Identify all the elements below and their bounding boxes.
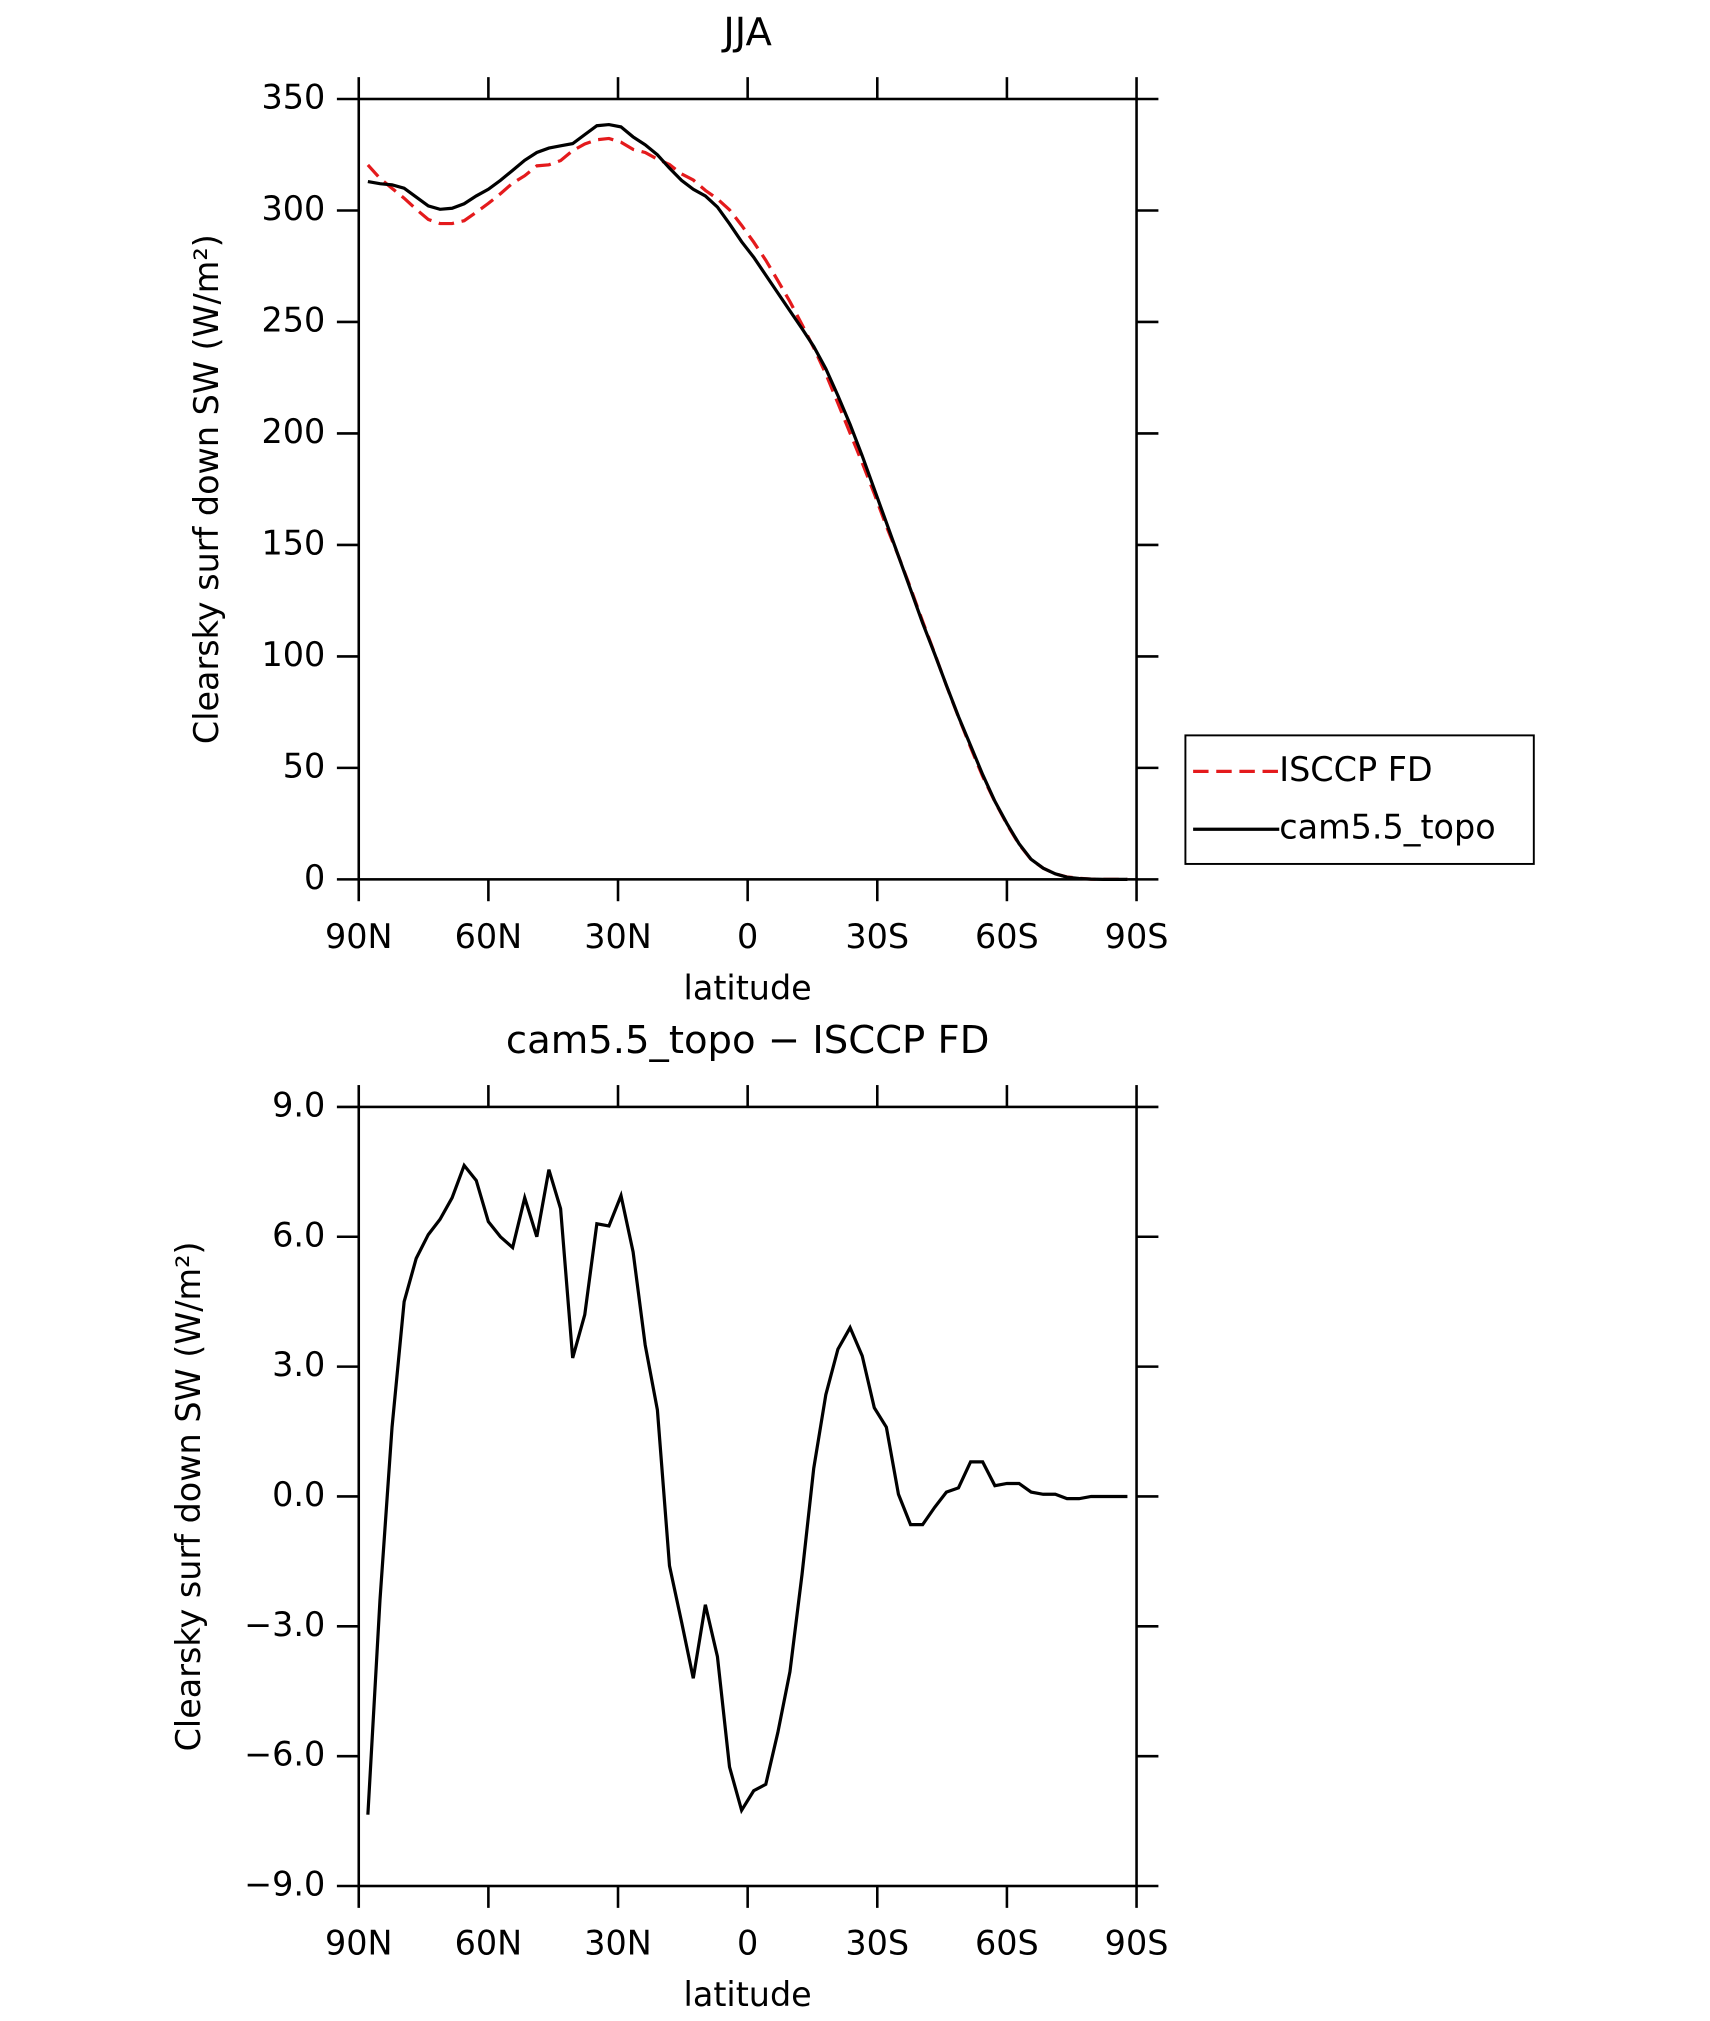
x-tick-label: 30S (845, 1924, 909, 1963)
legend-label: cam5.5_topo (1279, 808, 1495, 847)
y-tick-label: 200 (262, 412, 326, 451)
y-tick-label: 300 (262, 189, 326, 228)
x-tick-label: 90N (325, 1924, 393, 1963)
y-tick-label: 100 (262, 635, 326, 674)
data-line (366, 1162, 1128, 1815)
x-tick-label: 0 (737, 1924, 758, 1963)
x-axis-label: latitude (684, 968, 812, 1007)
y-tick-label: −6.0 (244, 1735, 325, 1774)
plot-frame (357, 97, 1138, 881)
x-tick-label: 90N (325, 917, 393, 956)
y-tick-label: 250 (262, 300, 326, 339)
legend-label: ISCCP FD (1279, 750, 1432, 789)
x-tick-label: 30S (845, 917, 909, 956)
y-tick-label: 9.0 (272, 1085, 325, 1124)
legend-box (1184, 734, 1535, 865)
x-tick-label: 0 (737, 917, 758, 956)
plot-frame (357, 1105, 1138, 1888)
chart-title: cam5.5_topo − ISCCP FD (506, 1018, 990, 1063)
x-tick-label: 60N (455, 1924, 523, 1963)
y-tick-label: 350 (262, 77, 326, 116)
x-tick-label: 90S (1105, 917, 1169, 956)
y-axis-label: Clearsky surf down SW (W/m²) (169, 1242, 208, 1752)
y-tick-label: −3.0 (244, 1605, 325, 1644)
legend: ISCCP FD cam5.5_topo (1184, 734, 1535, 865)
y-tick-label: 0 (304, 858, 325, 897)
y-tick-label: 0.0 (272, 1475, 325, 1514)
y-tick-label: 50 (283, 746, 326, 785)
y-axis-label: Clearsky surf down SW (W/m²) (187, 234, 226, 744)
x-tick-label: 90S (1105, 1924, 1169, 1963)
x-tick-label: 60S (975, 917, 1039, 956)
x-tick-label: 30N (584, 1924, 652, 1963)
data-line (367, 122, 1128, 881)
y-tick-label: 3.0 (272, 1345, 325, 1384)
x-tick-label: 60S (975, 1924, 1039, 1963)
y-tick-label: 6.0 (272, 1215, 325, 1254)
chart-title: JJA (721, 10, 772, 55)
y-tick-label: 150 (262, 523, 326, 562)
y-tick-label: −9.0 (244, 1865, 325, 1904)
x-tick-label: 30N (584, 917, 652, 956)
x-axis-label: latitude (684, 1975, 812, 2014)
x-tick-label: 60N (455, 917, 523, 956)
